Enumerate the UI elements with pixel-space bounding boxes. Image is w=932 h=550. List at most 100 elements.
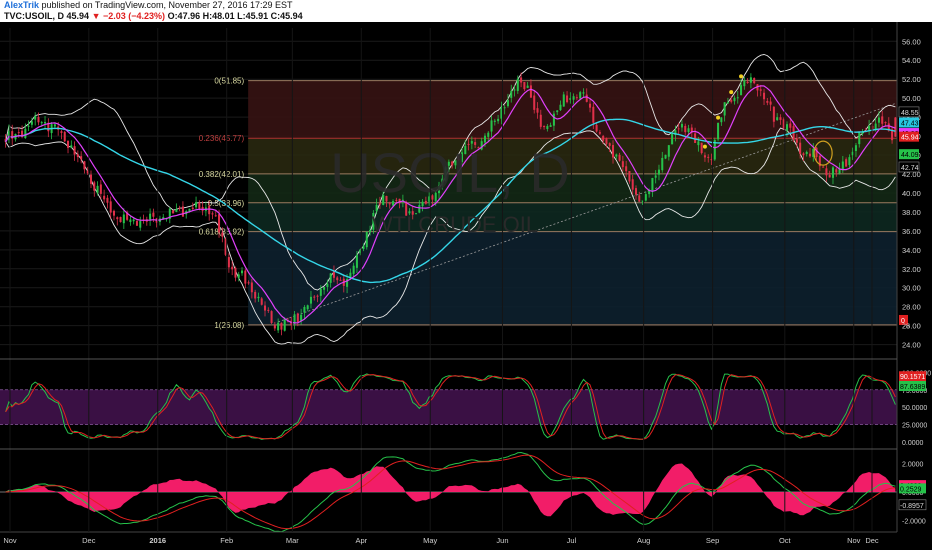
candle bbox=[480, 141, 483, 150]
stochastic-badge-label: 87.6389 bbox=[900, 384, 925, 391]
macd-tick-label: 0.0000 bbox=[902, 490, 924, 497]
candle bbox=[257, 296, 260, 299]
candle bbox=[674, 130, 677, 135]
macd-tick-label: 2.0000 bbox=[902, 461, 924, 468]
stochastic-badge-label: 90.1571 bbox=[900, 374, 925, 381]
candle bbox=[611, 145, 615, 158]
candle bbox=[887, 123, 890, 131]
candle bbox=[336, 277, 339, 281]
candle bbox=[267, 309, 270, 311]
candle bbox=[539, 114, 542, 127]
candle bbox=[795, 138, 798, 143]
candle bbox=[119, 216, 122, 223]
candle bbox=[34, 115, 37, 120]
candle bbox=[227, 257, 230, 268]
candle bbox=[234, 267, 237, 278]
candle bbox=[707, 156, 710, 158]
candle bbox=[218, 214, 221, 233]
candle bbox=[740, 85, 743, 96]
candle bbox=[779, 117, 782, 120]
candle bbox=[503, 107, 506, 109]
candle bbox=[510, 90, 513, 98]
candle bbox=[86, 170, 89, 174]
candle bbox=[398, 198, 401, 203]
stochastic-d-line bbox=[5, 374, 896, 440]
watermark: USOIL, D WTI CRUDE OIL bbox=[330, 141, 570, 237]
candle bbox=[743, 80, 746, 87]
candle bbox=[421, 201, 424, 207]
candle bbox=[250, 282, 253, 293]
fib-zone bbox=[248, 231, 897, 325]
candle bbox=[772, 106, 775, 122]
candle bbox=[543, 125, 546, 128]
price-tick-label: 30.00 bbox=[902, 284, 921, 293]
candle bbox=[30, 121, 33, 125]
candle bbox=[533, 95, 536, 110]
candle bbox=[53, 124, 56, 127]
author-link[interactable]: AlexTrik bbox=[4, 0, 40, 10]
candle bbox=[332, 271, 335, 278]
candle bbox=[149, 213, 152, 220]
candle bbox=[749, 77, 752, 83]
candle bbox=[47, 122, 50, 132]
candle bbox=[362, 246, 365, 250]
macd-pane[interactable] bbox=[0, 451, 897, 533]
candle bbox=[769, 101, 772, 105]
time-tick-label: Dec bbox=[865, 536, 879, 545]
macd-badge-label: -0.8957 bbox=[900, 503, 924, 510]
lower-band bbox=[5, 127, 896, 345]
candle bbox=[687, 128, 690, 132]
candle bbox=[677, 128, 680, 130]
price-pane[interactable]: 0(51.85) 0.236(45.77) 0.382(42.01) 0.5(38.9… bbox=[0, 40, 898, 346]
stochastic-tick-label: 25.0000 bbox=[902, 422, 927, 429]
candle bbox=[828, 174, 831, 178]
stochastic-pane[interactable] bbox=[0, 373, 897, 440]
price-tick-label: 40.00 bbox=[902, 189, 921, 198]
candle bbox=[60, 131, 63, 133]
candle bbox=[303, 306, 306, 313]
candle bbox=[329, 273, 332, 283]
candle bbox=[369, 229, 372, 233]
candle bbox=[27, 125, 30, 127]
down-arrow-icon: ▼ bbox=[91, 11, 101, 21]
candle bbox=[733, 97, 736, 102]
chart-canvas[interactable]: 0(51.85) 0.236(45.77) 0.382(42.01) 0.5(38.9… bbox=[0, 22, 932, 550]
candle bbox=[648, 189, 651, 195]
candle bbox=[280, 322, 283, 330]
candle bbox=[63, 131, 66, 142]
candle bbox=[697, 141, 700, 146]
watermark-symbol: USOIL, D bbox=[330, 141, 570, 204]
candle bbox=[506, 100, 509, 107]
candle bbox=[736, 97, 739, 99]
time-tick-label: Sep bbox=[706, 536, 719, 545]
price-badge bbox=[898, 106, 920, 118]
candle bbox=[513, 89, 516, 91]
candle bbox=[346, 278, 349, 287]
candle bbox=[99, 184, 102, 194]
candle bbox=[634, 188, 638, 195]
last-price: 45.94 bbox=[66, 11, 90, 21]
candle bbox=[375, 204, 378, 212]
price-tick-label: 36.00 bbox=[902, 227, 921, 236]
candle bbox=[556, 110, 559, 113]
candle bbox=[483, 135, 486, 143]
candle bbox=[178, 207, 181, 209]
macd-badge bbox=[898, 499, 927, 511]
candle bbox=[40, 122, 43, 124]
candle bbox=[385, 195, 388, 202]
candle bbox=[70, 145, 73, 148]
fib-zone bbox=[248, 173, 897, 203]
candle bbox=[198, 202, 201, 209]
candle bbox=[572, 96, 575, 100]
highlight-circle bbox=[813, 140, 833, 166]
candle bbox=[80, 156, 83, 160]
candle bbox=[83, 161, 86, 170]
candle bbox=[700, 142, 703, 154]
candle bbox=[549, 125, 552, 127]
time-axis[interactable]: Nov Dec 2016 Feb Mar Apr May Jun Jul Aug Sep Oct Nov… bbox=[0, 28, 897, 545]
candle bbox=[263, 305, 267, 311]
candle bbox=[129, 219, 132, 223]
candle bbox=[424, 200, 427, 204]
candle bbox=[349, 272, 352, 279]
price-axis[interactable]: 56.0054.0052.0050.0048.0046.0044.0042.00… bbox=[0, 22, 932, 550]
